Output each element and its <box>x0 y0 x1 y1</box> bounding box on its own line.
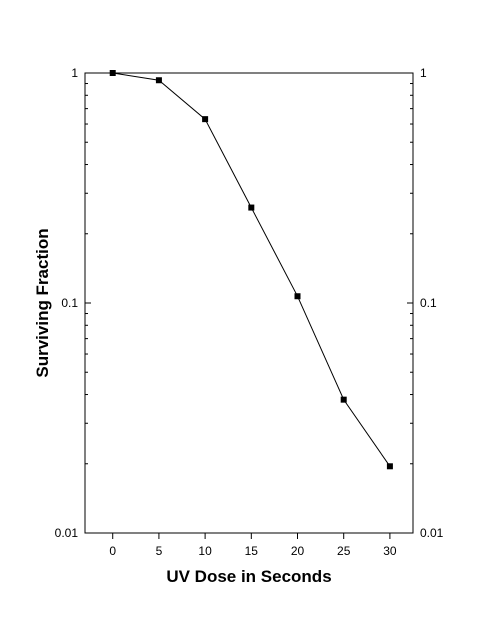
x-tick-label: 10 <box>198 544 212 558</box>
x-tick-label: 30 <box>383 544 397 558</box>
data-point <box>294 293 301 300</box>
y-tick-label-right: 0.01 <box>420 526 444 540</box>
x-tick-label: 0 <box>109 544 116 558</box>
y-axis-title: Surviving Fraction <box>33 228 52 377</box>
data-point <box>340 396 347 403</box>
data-point <box>386 463 393 470</box>
x-tick-label: 5 <box>156 544 163 558</box>
data-point <box>109 70 116 76</box>
axis-ticks <box>85 72 413 539</box>
data-point <box>202 116 209 123</box>
x-tick-label: 15 <box>245 544 259 558</box>
y-tick-label-left: 0.01 <box>55 526 79 540</box>
y-tick-label-right: 0.1 <box>420 296 437 310</box>
y-tick-label-left: 1 <box>71 66 78 80</box>
x-tick-label: 25 <box>337 544 351 558</box>
x-axis-title: UV Dose in Seconds <box>166 567 331 586</box>
data-point <box>248 204 255 211</box>
series-line <box>112 72 391 467</box>
plot-frame <box>84 72 414 534</box>
axis-tick-labels: 0 5 10 15 20 25 30 0.01 0.01 0.1 0.1 1 1 <box>55 66 444 558</box>
series-group <box>109 70 393 470</box>
y-tick-label-left: 0.1 <box>61 296 78 310</box>
y-tick-label-right: 1 <box>420 66 427 80</box>
x-tick-label: 20 <box>291 544 305 558</box>
data-point <box>155 77 162 84</box>
